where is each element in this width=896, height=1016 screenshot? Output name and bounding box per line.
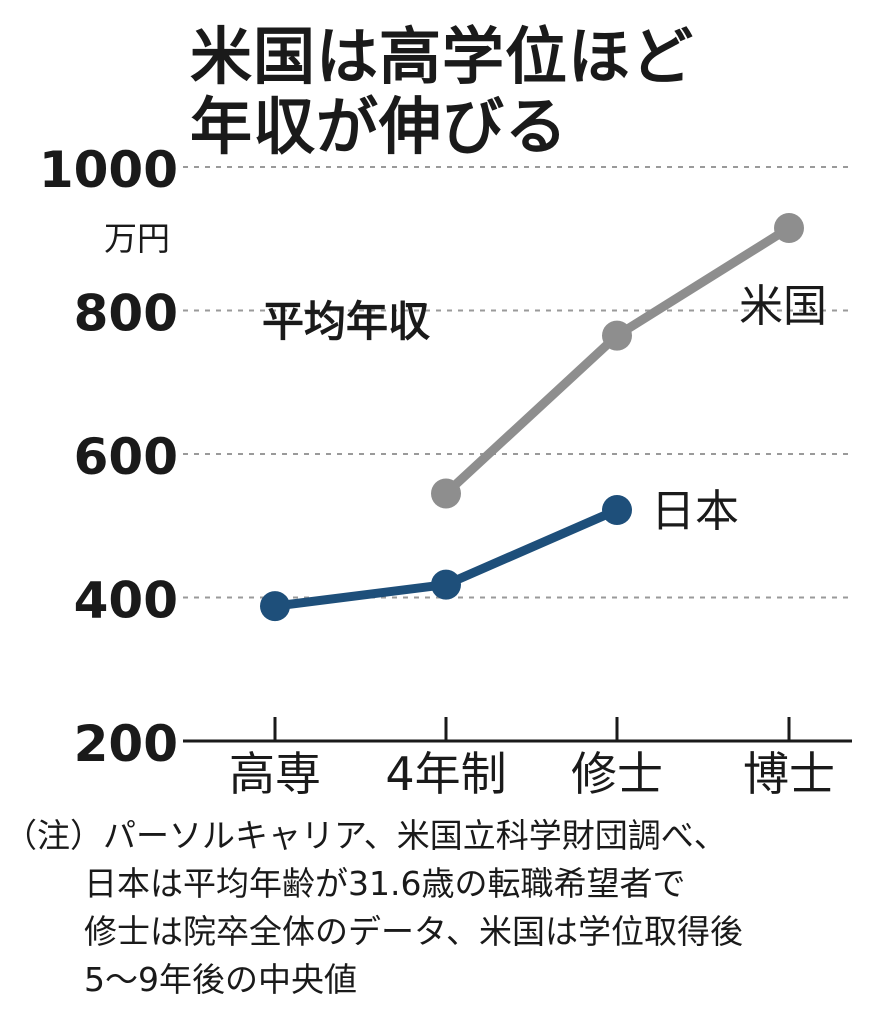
- series-label-1: 日本: [651, 486, 739, 537]
- series-0-point-0: [431, 478, 461, 509]
- x-tick-label-3: 博士: [743, 747, 835, 800]
- footnote-line-3: 修士は院卒全体のデータ、米国は学位取得後: [84, 912, 744, 951]
- y-tick-label-200: 200: [74, 715, 178, 773]
- title-line-1: 米国は高学位ほど: [190, 20, 695, 93]
- y-tick-label-800: 800: [74, 285, 178, 343]
- title-line-2: 年収が伸びる: [190, 90, 569, 163]
- y-tick-label-400: 400: [74, 572, 178, 630]
- x-tick-label-1: 4年制: [385, 747, 506, 800]
- series-label-0: 米国: [739, 281, 827, 332]
- y-unit-label: 万円: [104, 219, 170, 258]
- footnote-line-1: （注）パーソルキャリア、米国立科学財団調べ、: [4, 816, 727, 855]
- series-0-point-1: [602, 320, 632, 351]
- y-tick-label-600: 600: [74, 428, 178, 486]
- footnote-line-4: 5〜9年後の中央値: [84, 960, 357, 999]
- series-0-point-2: [774, 212, 804, 243]
- series-1-point-2: [602, 494, 632, 525]
- footnote-line-2: 日本は平均年齢が31.6歳の転職希望者で: [84, 864, 686, 903]
- series-1-point-1: [431, 569, 461, 600]
- grid-layer: [183, 166, 852, 599]
- footnote: （注）パーソルキャリア、米国立科学財団調べ、 日本は平均年齢が31.6歳の転職希…: [4, 812, 743, 1004]
- annotation-label: 平均年収: [262, 297, 430, 346]
- axis-layer: [183, 717, 852, 743]
- y-tick-label-1000: 1000: [39, 141, 178, 199]
- series-1-point-0: [260, 591, 290, 622]
- series-layer: [260, 212, 804, 622]
- x-tick-label-0: 高専: [229, 747, 321, 800]
- chart-title: 米国は高学位ほど 年収が伸びる: [190, 22, 694, 162]
- x-tick-label-2: 修士: [571, 747, 663, 800]
